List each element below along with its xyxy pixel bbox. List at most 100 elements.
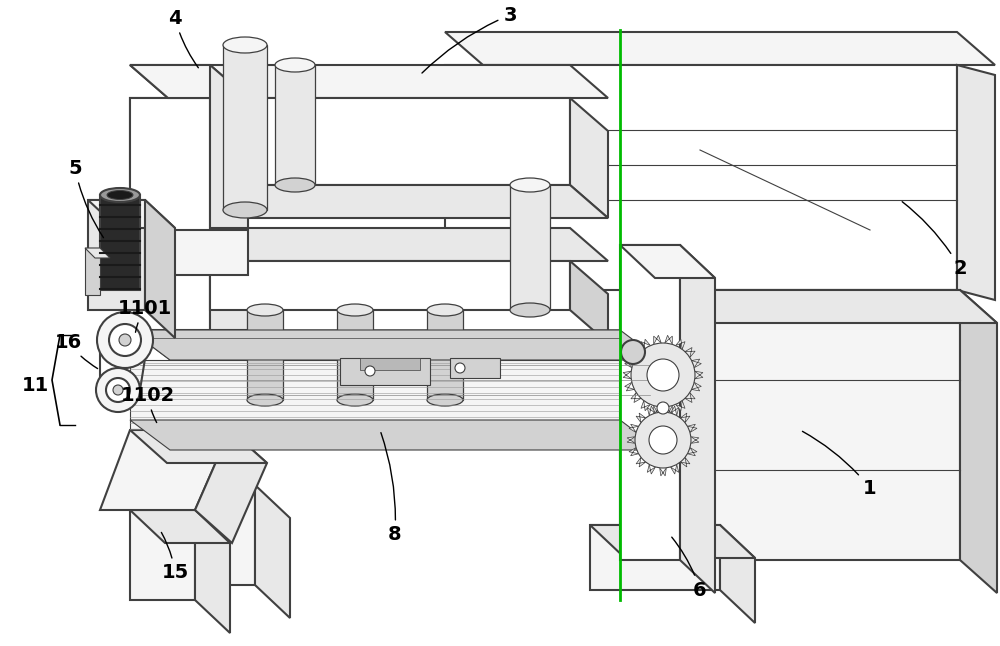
Polygon shape	[88, 200, 145, 310]
Polygon shape	[130, 230, 248, 275]
Polygon shape	[641, 339, 650, 349]
Polygon shape	[629, 448, 639, 455]
Text: 6: 6	[672, 537, 707, 599]
Polygon shape	[691, 437, 699, 443]
Polygon shape	[445, 32, 995, 65]
Polygon shape	[680, 457, 690, 467]
Polygon shape	[130, 360, 620, 430]
Ellipse shape	[427, 394, 463, 406]
Polygon shape	[337, 310, 373, 400]
Polygon shape	[680, 245, 715, 593]
Polygon shape	[647, 464, 655, 474]
Polygon shape	[620, 290, 960, 560]
Polygon shape	[360, 358, 420, 370]
Polygon shape	[629, 424, 639, 432]
Circle shape	[96, 368, 140, 412]
Text: 4: 4	[168, 8, 198, 68]
Polygon shape	[623, 371, 631, 379]
Polygon shape	[685, 393, 695, 402]
Polygon shape	[510, 185, 550, 310]
Polygon shape	[100, 195, 140, 290]
Polygon shape	[654, 335, 661, 344]
Ellipse shape	[275, 178, 315, 192]
Ellipse shape	[427, 304, 463, 316]
Polygon shape	[275, 65, 315, 185]
Polygon shape	[654, 406, 661, 415]
Polygon shape	[130, 65, 608, 98]
Polygon shape	[660, 468, 666, 476]
Polygon shape	[100, 430, 230, 510]
Polygon shape	[195, 510, 230, 633]
Polygon shape	[960, 290, 997, 593]
Polygon shape	[130, 185, 608, 218]
Polygon shape	[687, 448, 697, 455]
Ellipse shape	[223, 37, 267, 53]
Polygon shape	[215, 485, 255, 585]
Polygon shape	[195, 430, 267, 543]
Circle shape	[97, 312, 153, 368]
Polygon shape	[340, 358, 430, 385]
Circle shape	[119, 334, 131, 346]
Text: 15: 15	[161, 532, 189, 583]
Polygon shape	[130, 98, 570, 185]
Polygon shape	[687, 424, 697, 432]
Polygon shape	[631, 393, 641, 402]
Ellipse shape	[337, 394, 373, 406]
Polygon shape	[445, 65, 957, 290]
Polygon shape	[210, 261, 570, 310]
Polygon shape	[590, 525, 720, 590]
Ellipse shape	[100, 188, 140, 202]
Polygon shape	[130, 510, 195, 600]
Polygon shape	[665, 335, 672, 344]
Polygon shape	[720, 525, 755, 623]
Circle shape	[657, 402, 669, 414]
Polygon shape	[625, 382, 634, 391]
Polygon shape	[130, 330, 660, 360]
Polygon shape	[627, 437, 635, 443]
Polygon shape	[680, 413, 690, 422]
Polygon shape	[130, 420, 660, 450]
Polygon shape	[695, 371, 703, 379]
Circle shape	[649, 426, 677, 454]
Text: 1101: 1101	[118, 298, 172, 332]
Text: 16: 16	[54, 333, 98, 369]
Polygon shape	[665, 406, 672, 415]
Polygon shape	[660, 404, 666, 412]
Polygon shape	[692, 382, 701, 391]
Polygon shape	[130, 330, 660, 360]
Polygon shape	[676, 339, 685, 349]
Polygon shape	[685, 348, 695, 357]
Text: 2: 2	[902, 202, 967, 278]
Polygon shape	[255, 485, 290, 618]
Circle shape	[113, 385, 123, 395]
Circle shape	[455, 363, 465, 373]
Circle shape	[621, 340, 645, 364]
Polygon shape	[692, 359, 701, 368]
Polygon shape	[427, 310, 463, 400]
Polygon shape	[671, 464, 679, 474]
Circle shape	[635, 412, 691, 468]
Polygon shape	[641, 401, 650, 411]
Ellipse shape	[223, 202, 267, 218]
Ellipse shape	[510, 303, 550, 317]
Polygon shape	[85, 248, 100, 295]
Ellipse shape	[247, 304, 283, 316]
Polygon shape	[620, 290, 997, 323]
Polygon shape	[450, 358, 500, 378]
Ellipse shape	[107, 191, 133, 200]
Polygon shape	[620, 245, 680, 560]
Polygon shape	[85, 248, 110, 258]
Polygon shape	[210, 65, 248, 330]
Polygon shape	[247, 310, 283, 400]
Polygon shape	[631, 348, 641, 357]
Polygon shape	[636, 457, 646, 467]
Ellipse shape	[337, 304, 373, 316]
Circle shape	[119, 331, 147, 359]
Polygon shape	[130, 65, 248, 98]
Ellipse shape	[247, 394, 283, 406]
Polygon shape	[88, 200, 175, 228]
Text: 1102: 1102	[121, 386, 175, 422]
Circle shape	[109, 324, 141, 356]
Text: 8: 8	[381, 433, 402, 545]
Ellipse shape	[275, 58, 315, 72]
